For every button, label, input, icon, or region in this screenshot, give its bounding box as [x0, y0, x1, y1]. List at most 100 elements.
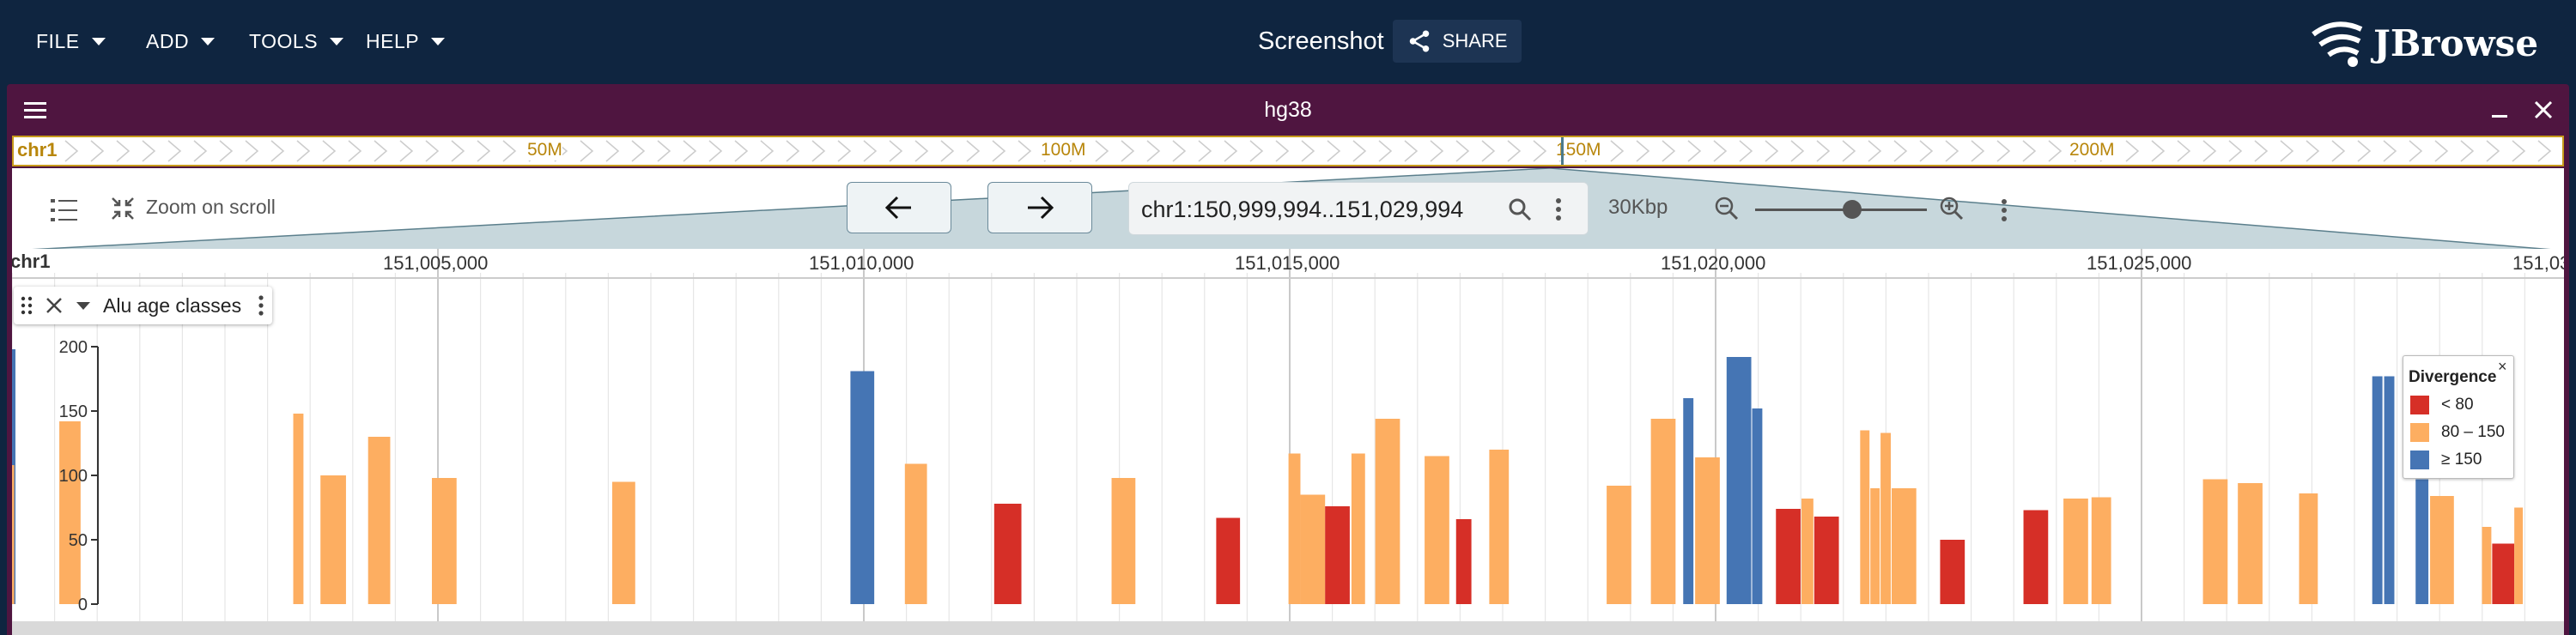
alu-bar[interactable]: [1801, 499, 1814, 604]
chevron-icon: [374, 140, 388, 162]
close-icon[interactable]: [2531, 98, 2555, 122]
collapse-track-icon[interactable]: [76, 300, 91, 311]
alu-bar[interactable]: [368, 437, 391, 604]
minimize-icon[interactable]: [2488, 100, 2511, 122]
alu-bar[interactable]: [1695, 457, 1720, 604]
chevron-icon: [1198, 140, 1212, 162]
view-options-icon[interactable]: [1999, 197, 2009, 223]
chevron-icon: [1996, 140, 2011, 162]
alu-bar[interactable]: [59, 421, 81, 604]
zoom-in-icon[interactable]: [1939, 196, 1965, 221]
menu-help[interactable]: HELP: [366, 24, 446, 58]
alu-bar[interactable]: [2299, 493, 2318, 604]
alu-bar[interactable]: [2482, 527, 2492, 604]
alu-bar[interactable]: [1216, 517, 1241, 605]
alu-bar[interactable]: [1455, 519, 1472, 604]
alu-bar[interactable]: [1111, 478, 1136, 604]
alu-bar[interactable]: [850, 371, 875, 605]
alu-bar[interactable]: [2023, 510, 2049, 605]
alu-bar[interactable]: [1870, 488, 1880, 604]
alu-bar[interactable]: [293, 414, 304, 604]
alu-bar[interactable]: [1683, 398, 1694, 604]
drag-handle-icon[interactable]: [21, 295, 33, 316]
alu-bar[interactable]: [1814, 517, 1839, 604]
alu-bar[interactable]: [1607, 486, 1631, 604]
alu-bar[interactable]: [1891, 488, 1917, 604]
zoom-slider-track[interactable]: [1755, 209, 1927, 211]
zoom-out-icon[interactable]: [1714, 196, 1740, 221]
alu-bar[interactable]: [2063, 499, 2088, 604]
share-button[interactable]: SHARE: [1392, 20, 1522, 63]
alu-bar[interactable]: [1351, 453, 1365, 605]
close-track-icon[interactable]: [45, 296, 64, 315]
alu-bar[interactable]: [2238, 483, 2263, 604]
chevron-icon: [657, 140, 671, 162]
alu-bar[interactable]: [2091, 497, 2111, 605]
more-vert-icon[interactable]: [1553, 197, 1564, 222]
chevron-icon: [1893, 140, 1908, 162]
scroll-left-button[interactable]: [847, 182, 951, 233]
alu-bar[interactable]: [1726, 357, 1752, 604]
legend-item-label: < 80: [2441, 396, 2474, 414]
chevron-icon: [1455, 140, 1470, 162]
search-icon[interactable]: [1507, 197, 1533, 222]
alu-bar[interactable]: [431, 478, 457, 604]
ruler-chrom-label: chr1: [12, 251, 51, 272]
overview-tick: 50M: [527, 140, 562, 160]
alu-bar[interactable]: [1940, 540, 1965, 604]
alu-bar[interactable]: [2372, 376, 2383, 605]
legend-close-icon[interactable]: ×: [2498, 358, 2507, 375]
chevron-icon: [966, 140, 981, 162]
overview-scalebar[interactable]: chr1 50M 100M 150M 200M: [12, 136, 2564, 166]
jbrowse-logo: JBrowse: [2310, 15, 2542, 70]
session-title[interactable]: Screenshot: [1258, 27, 1384, 55]
alu-bar[interactable]: [2415, 479, 2429, 605]
zoom-on-scroll-label[interactable]: Zoom on scroll: [146, 196, 276, 218]
alu-bar[interactable]: [1489, 450, 1510, 604]
chevron-icon: [1919, 140, 1934, 162]
chevron-icon: [1765, 140, 1779, 162]
alu-bar[interactable]: [1425, 456, 1449, 605]
zoom-on-scroll-icon[interactable]: [110, 196, 136, 221]
alu-bar[interactable]: [2430, 496, 2454, 604]
alu-bar[interactable]: [2384, 376, 2395, 605]
alu-bar[interactable]: [1300, 494, 1326, 605]
alu-bar[interactable]: [1288, 453, 1301, 605]
track-selector-icon[interactable]: [50, 197, 79, 223]
alu-bar[interactable]: [320, 475, 346, 604]
alu-bar[interactable]: [2514, 507, 2524, 605]
horizontal-scrollbar[interactable]: [12, 621, 2564, 635]
alu-bar[interactable]: [1325, 506, 1350, 604]
track-menu-icon[interactable]: [257, 294, 265, 317]
chevron-icon: [167, 140, 182, 162]
alu-bar[interactable]: [612, 481, 635, 605]
legend-item: ≥ 150: [2410, 451, 2482, 469]
overview-chevrons: [39, 140, 2552, 162]
chevron-icon: [90, 140, 105, 162]
menu-add[interactable]: ADD: [146, 24, 216, 58]
zoom-slider-thumb[interactable]: [1843, 200, 1862, 219]
chevron-icon: [2228, 140, 2243, 162]
alu-bar[interactable]: [1860, 430, 1870, 605]
chevron-icon: [683, 140, 697, 162]
legend-item: 80 – 150: [2410, 423, 2505, 442]
menu-file[interactable]: FILE: [36, 24, 106, 58]
chevron-icon: [1224, 140, 1238, 162]
location-search-box[interactable]: chr1:150,999,994..151,029,994: [1128, 182, 1589, 235]
alu-bar[interactable]: [12, 465, 15, 604]
alu-bar[interactable]: [1752, 408, 1763, 604]
hamburger-menu-icon[interactable]: [22, 100, 48, 122]
scroll-right-button[interactable]: [987, 182, 1092, 233]
alu-bar[interactable]: [993, 504, 1022, 604]
menu-tools[interactable]: TOOLS: [249, 24, 344, 58]
alu-bar[interactable]: [1650, 419, 1676, 604]
alu-bar[interactable]: [1880, 432, 1891, 605]
alu-bar[interactable]: [2492, 543, 2515, 605]
overview-current-region: [1561, 137, 1564, 165]
alu-bar[interactable]: [1375, 419, 1400, 604]
location-input[interactable]: chr1:150,999,994..151,029,994: [1141, 197, 1464, 222]
alu-bar[interactable]: [1776, 509, 1801, 604]
chevron-icon: [837, 140, 852, 162]
alu-bar[interactable]: [904, 463, 927, 605]
alu-bar[interactable]: [2202, 479, 2228, 605]
